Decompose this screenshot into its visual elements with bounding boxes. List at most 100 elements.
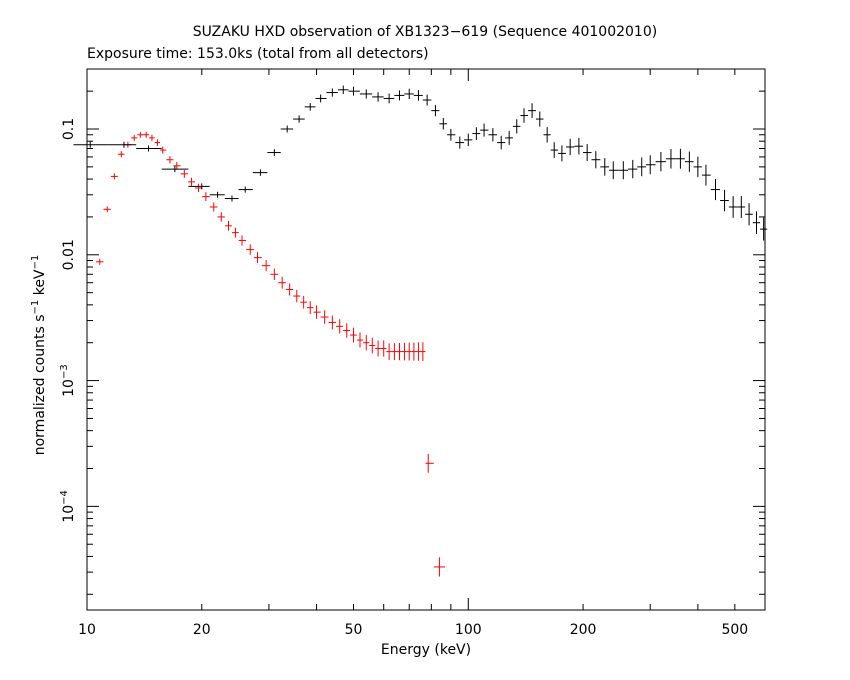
data-point (217, 212, 225, 222)
data-point (348, 86, 360, 96)
x-tick-label: 20 (193, 622, 211, 638)
data-point (253, 252, 262, 264)
data-point (238, 235, 247, 246)
data-point (600, 158, 610, 176)
data-point (149, 134, 155, 142)
plot-frame (86, 68, 766, 611)
data-point (655, 152, 666, 172)
data-point (480, 123, 489, 137)
data-point (566, 138, 575, 156)
data-point (136, 145, 162, 152)
data-point (252, 169, 268, 176)
data-point (391, 343, 397, 361)
data-point (107, 141, 137, 148)
data-point (760, 217, 768, 241)
data-point (416, 342, 421, 361)
data-point (117, 151, 125, 158)
x-tick-label: 200 (570, 622, 597, 638)
data-point (363, 335, 370, 351)
data-point (439, 118, 448, 130)
data-point (558, 145, 567, 162)
axis-ticks (86, 69, 766, 610)
data-point (143, 131, 150, 138)
data-point (293, 115, 305, 123)
data-point (315, 94, 327, 103)
y-axis-label-mid: keV (32, 269, 48, 300)
data-series (73, 85, 768, 577)
data-point (336, 319, 344, 334)
y-tick-label: 10−3 (59, 364, 77, 397)
data-point (161, 166, 189, 173)
data-point (701, 164, 711, 186)
data-point (131, 134, 138, 141)
data-point (396, 342, 402, 361)
data-point (369, 337, 376, 354)
data-point (472, 127, 481, 140)
data-point (404, 88, 414, 100)
y-tick-label-text: 0.01 (61, 239, 77, 270)
data-point (173, 161, 181, 170)
data-point (420, 342, 426, 361)
y-axis-label-main: normalized counts s (32, 314, 48, 455)
data-point (401, 342, 407, 361)
data-point (520, 108, 529, 123)
data-point (270, 268, 279, 281)
data-point (356, 332, 364, 348)
series-1 (73, 85, 768, 241)
data-point (293, 289, 301, 303)
data-point (166, 156, 174, 164)
data-point (550, 142, 559, 158)
data-point (637, 157, 646, 177)
data-point (528, 103, 536, 119)
data-point (406, 342, 412, 361)
data-point (103, 206, 111, 213)
x-tick-labels: 10 20 50 100 200 500 (78, 622, 748, 638)
data-point (497, 135, 506, 150)
data-point (383, 93, 395, 104)
data-point (209, 202, 218, 212)
data-point (512, 119, 521, 134)
data-point (583, 144, 592, 161)
data-point (202, 192, 210, 202)
data-point (238, 186, 253, 193)
data-point (645, 155, 656, 175)
data-point (110, 173, 118, 180)
data-point (343, 323, 351, 338)
y-tick-label-exp: −4 (59, 490, 70, 505)
data-point (609, 161, 619, 180)
data-point (675, 148, 685, 169)
data-point (188, 183, 210, 190)
data-point (737, 195, 746, 218)
y-axis-label-sup-1: −1 (30, 300, 41, 315)
data-point (246, 244, 254, 255)
data-point (375, 340, 381, 357)
data-point (535, 111, 544, 127)
data-point (95, 258, 104, 265)
data-point (433, 557, 446, 577)
data-point (194, 183, 203, 193)
data-point (372, 92, 384, 102)
data-point (413, 90, 423, 101)
data-point (306, 301, 314, 315)
chart-subtitle: Exposure time: 153.0ks (total from all d… (87, 46, 429, 62)
x-tick-label: 50 (345, 622, 363, 638)
data-point (745, 203, 753, 226)
data-point (422, 94, 432, 106)
data-point (628, 159, 638, 179)
data-point (752, 211, 761, 234)
data-point (278, 276, 286, 289)
data-point (488, 128, 498, 142)
data-point (261, 260, 271, 272)
series-0 (95, 131, 446, 577)
data-point (224, 195, 239, 202)
data-point (505, 130, 513, 145)
data-point (411, 342, 417, 361)
chart-title: SUZAKU HXD observation of XB1323−619 (Se… (193, 24, 657, 40)
data-point (300, 295, 307, 309)
y-tick-label-base: 10 (61, 379, 77, 397)
data-point (447, 128, 456, 141)
data-point (720, 189, 729, 212)
data-point (280, 125, 294, 133)
